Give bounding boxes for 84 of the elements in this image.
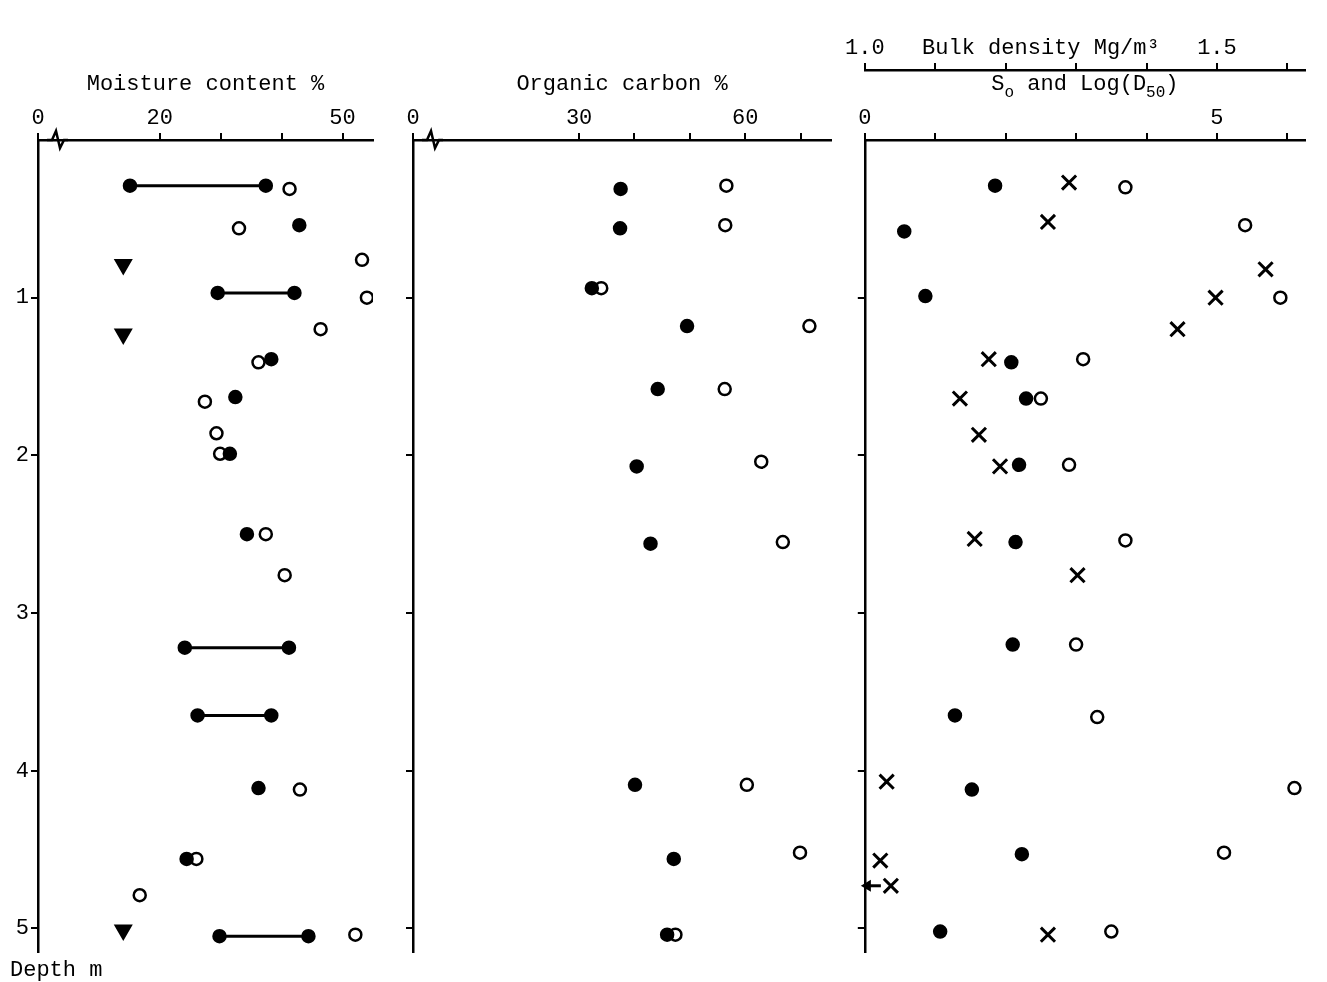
point bbox=[222, 446, 238, 462]
point bbox=[739, 777, 755, 793]
point bbox=[792, 845, 808, 860]
point bbox=[871, 851, 889, 870]
point bbox=[1004, 355, 1019, 370]
y-tick-label: 2 bbox=[15, 443, 29, 469]
point bbox=[964, 782, 980, 797]
point bbox=[679, 318, 695, 334]
point bbox=[951, 390, 969, 408]
y-tick-label: 3 bbox=[15, 600, 29, 626]
point bbox=[1005, 637, 1020, 652]
x-axis-title: Moisture content % bbox=[86, 72, 326, 97]
point bbox=[292, 782, 308, 797]
point bbox=[584, 280, 600, 296]
point bbox=[348, 927, 363, 942]
x-tick-label: 30 bbox=[565, 105, 593, 131]
point bbox=[947, 708, 963, 723]
point bbox=[659, 927, 675, 942]
point bbox=[666, 851, 682, 867]
point bbox=[966, 530, 984, 548]
point bbox=[1256, 260, 1275, 278]
point bbox=[1011, 457, 1027, 473]
point bbox=[1206, 289, 1225, 307]
x-tick-label: 50 bbox=[329, 105, 356, 131]
point bbox=[991, 457, 1009, 475]
point bbox=[292, 217, 307, 233]
point bbox=[251, 780, 266, 796]
point bbox=[1068, 566, 1087, 584]
x-axis-title: Organic carbon % bbox=[516, 72, 729, 97]
point bbox=[882, 877, 900, 895]
point bbox=[775, 534, 791, 550]
x-tick-label: 60 bbox=[731, 105, 759, 131]
point bbox=[878, 773, 896, 791]
point bbox=[932, 924, 948, 939]
point bbox=[717, 381, 732, 397]
x-tick-label: 0 bbox=[31, 105, 45, 131]
point bbox=[643, 536, 658, 551]
x-tick-label: 0 bbox=[406, 105, 420, 131]
point bbox=[264, 351, 279, 367]
point bbox=[970, 426, 988, 444]
point bbox=[209, 426, 224, 441]
point bbox=[1014, 847, 1030, 862]
point bbox=[179, 851, 194, 867]
x-tick-label: 20 bbox=[146, 105, 174, 131]
point bbox=[197, 394, 213, 409]
point bbox=[987, 178, 1003, 193]
x-tick-label: 0 bbox=[858, 105, 872, 131]
point bbox=[277, 567, 292, 583]
y-tick-label: 1 bbox=[15, 285, 29, 311]
point bbox=[228, 389, 243, 405]
point bbox=[282, 181, 297, 197]
point bbox=[258, 526, 274, 542]
point bbox=[627, 777, 643, 793]
point bbox=[719, 178, 734, 193]
point bbox=[359, 290, 373, 305]
y-tick-label: 5 bbox=[15, 916, 29, 942]
x2-tick-label: 1.5 bbox=[1197, 35, 1237, 61]
y-tick-label: 4 bbox=[15, 758, 29, 784]
point bbox=[629, 459, 644, 474]
point bbox=[802, 318, 817, 334]
point bbox=[251, 355, 266, 370]
x2-axis-title: Bulk density Mg/m³ bbox=[922, 36, 1160, 61]
point bbox=[1039, 213, 1057, 231]
point bbox=[239, 526, 255, 542]
point bbox=[612, 221, 628, 236]
x-tick-label: 5 bbox=[1210, 105, 1224, 131]
point bbox=[1060, 174, 1078, 192]
point bbox=[718, 217, 733, 233]
y-axis-title: Depth m bbox=[10, 958, 103, 982]
point bbox=[753, 454, 769, 469]
point bbox=[1039, 926, 1057, 944]
point bbox=[1008, 534, 1023, 550]
point bbox=[1018, 391, 1034, 406]
point bbox=[897, 224, 912, 239]
point bbox=[1168, 320, 1187, 338]
x2-tick-label: 1.0 bbox=[845, 35, 885, 61]
point bbox=[918, 288, 933, 304]
point bbox=[231, 221, 247, 236]
point bbox=[313, 321, 328, 337]
point bbox=[354, 252, 370, 268]
point bbox=[980, 350, 998, 368]
point bbox=[132, 887, 147, 903]
point bbox=[613, 181, 628, 197]
point bbox=[650, 381, 665, 397]
